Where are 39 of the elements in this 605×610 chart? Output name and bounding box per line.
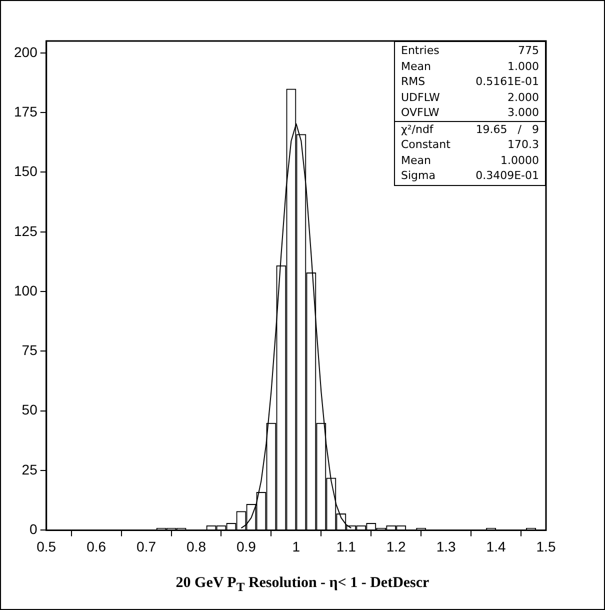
annotation: OVFLW	[401, 105, 440, 120]
annotation: 170.3	[508, 137, 539, 152]
x-tick-label: 1	[292, 538, 300, 554]
x-tick-label: 0.8	[186, 538, 206, 554]
annotation: 3.000	[508, 105, 539, 120]
y-tick-label: 200	[14, 44, 38, 60]
y-tick-label: 100	[14, 282, 38, 298]
annotation: Mean	[401, 58, 431, 74]
annotation: χ²/ndf	[401, 122, 434, 137]
y-tick-label: 125	[14, 222, 38, 239]
annotation: Constant	[401, 137, 450, 152]
annotation: 1.000	[508, 58, 539, 74]
annotation: 0.3409E-01	[476, 168, 539, 184]
x-tick-label: 1.1	[336, 538, 356, 554]
annotation: Sigma	[401, 168, 436, 184]
annotation: UDFLW	[401, 90, 440, 105]
x-tick-label: 0.9	[236, 538, 256, 554]
x-tick-label: 1.5	[536, 538, 556, 554]
y-tick-label: 50	[22, 402, 38, 418]
x-tick-label: 1.2	[386, 538, 406, 554]
annotation: Mean	[401, 152, 431, 168]
y-tick-label: 0	[30, 521, 38, 538]
y-tick-label: 150	[14, 163, 38, 180]
y-tick-label: 175	[14, 103, 38, 120]
x-tick-label: 1.4	[486, 538, 506, 554]
y-tick-label: 25	[22, 461, 38, 478]
annotation: 775	[518, 43, 539, 58]
annotation: 0.5161E-01	[476, 74, 539, 90]
y-tick-label: 75	[22, 342, 38, 358]
annotation: 19.65 / 9	[476, 122, 539, 137]
x-tick-label: 0.7	[136, 538, 156, 554]
annotation: 1.0000	[500, 152, 539, 168]
x-tick-label: 0.6	[86, 538, 106, 554]
x-tick-label: 0.5	[36, 538, 56, 554]
annotation: Entries	[401, 43, 440, 58]
text: 20 GeV P$_{T}$ Resolution - η< 1 - DetDescr	[174, 575, 430, 595]
x-tick-label: 1.3	[436, 538, 456, 554]
annotation: RMS	[401, 74, 426, 90]
annotation: 2.000	[508, 90, 539, 105]
